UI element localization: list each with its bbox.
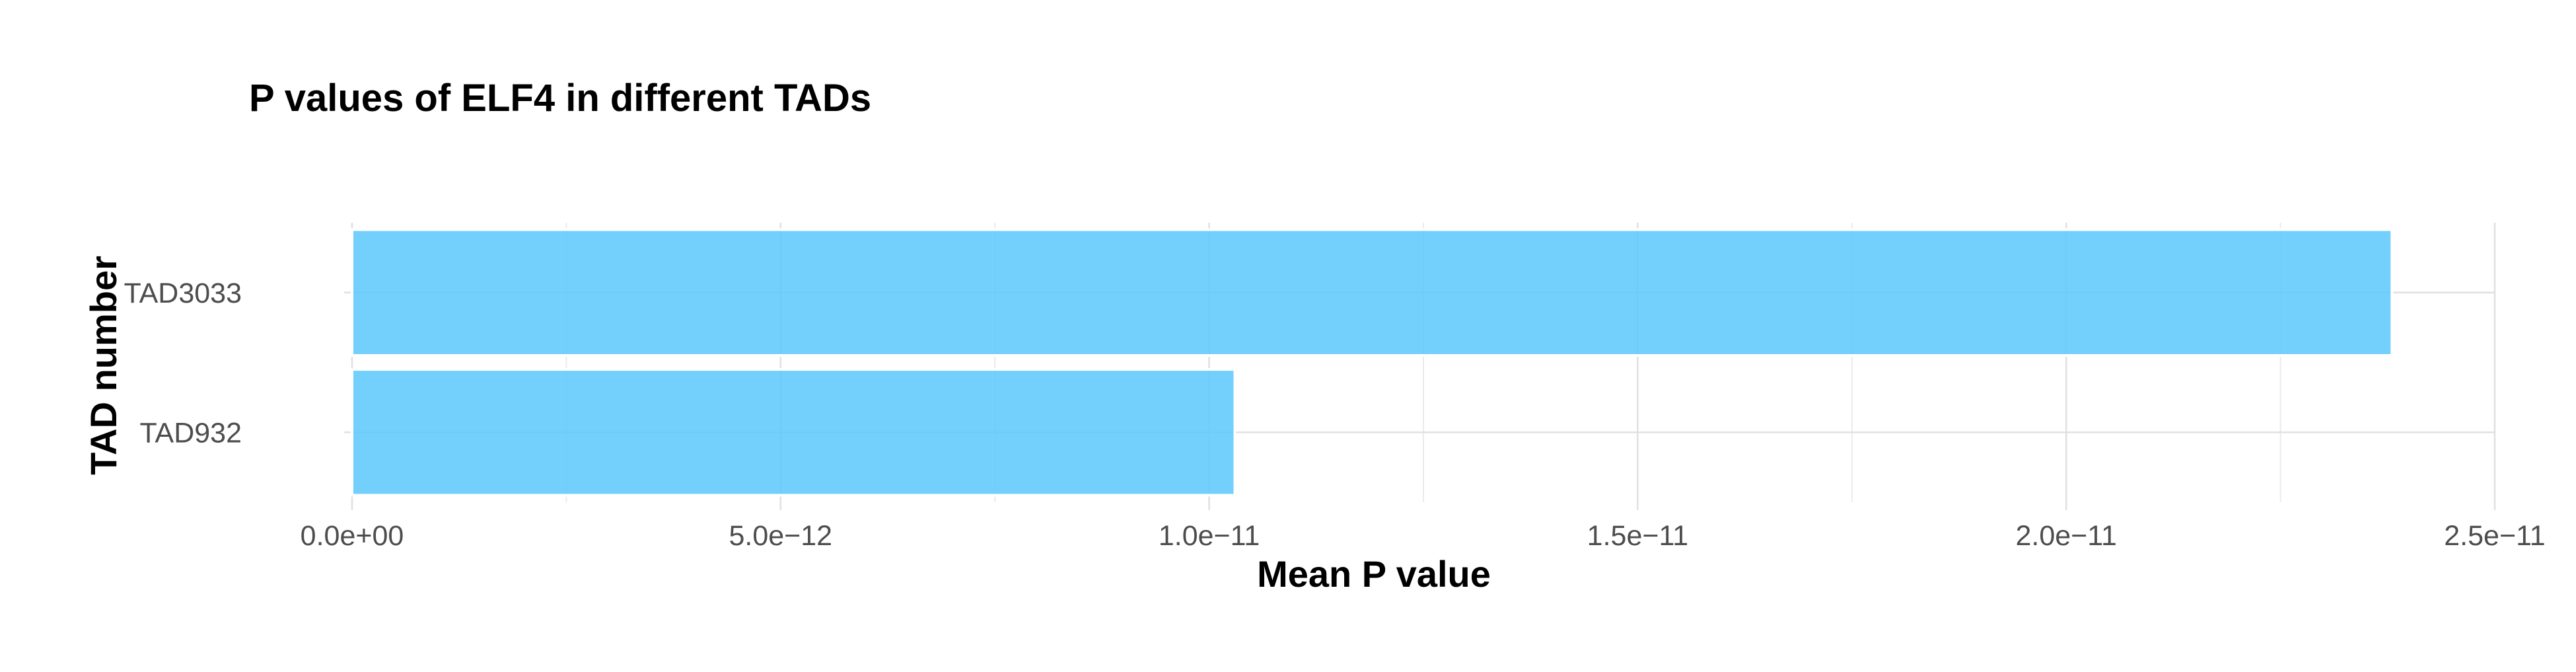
- y-axis-title: TAD number: [83, 256, 124, 475]
- y-tick-label: TAD932: [139, 417, 242, 449]
- x-tick-label: 2.5e−11: [2444, 520, 2545, 552]
- x-tick-label: 1.0e−11: [1159, 520, 1260, 552]
- bar-tad3033: [351, 228, 2394, 357]
- bars: [351, 228, 2394, 497]
- x-tick-label: 1.5e−11: [1587, 520, 1688, 552]
- y-tick-labels: TAD3033 TAD932: [124, 278, 242, 449]
- y-tick-label: TAD3033: [124, 278, 242, 309]
- x-tick-label: 0.0e+00: [301, 520, 404, 552]
- bar-tad932: [351, 368, 1236, 497]
- x-tick-label: 2.0e−11: [2015, 520, 2116, 552]
- x-axis-title: Mean P value: [1257, 553, 1491, 595]
- chart-title: P values of ELF4 in different TADs: [249, 77, 871, 120]
- x-tick-label: 5.0e−12: [729, 520, 832, 552]
- x-tick-labels: 0.0e+00 5.0e−12 1.0e−11 1.5e−11 2.0e−11 2.5e−…: [301, 520, 2546, 552]
